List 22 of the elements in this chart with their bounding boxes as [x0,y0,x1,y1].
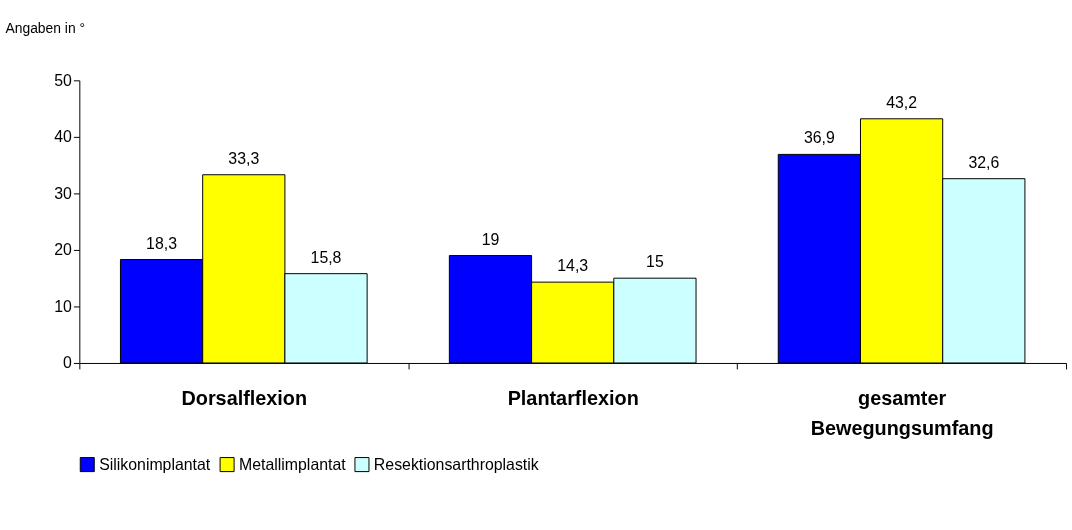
y-tick-label: 0 [63,354,73,372]
data-label: 19 [481,230,500,248]
legend-label: Silikonimplantat [99,455,211,473]
y-tick-label: 40 [54,128,73,146]
y-tick-label: 50 [54,71,73,89]
y-tick-label: 20 [54,241,73,259]
x-tick-label: Plantarflexion [507,387,639,410]
legend-label: Resektionsarthroplastik [373,455,539,473]
data-label: 18,3 [146,234,178,252]
data-label: 43,2 [886,93,918,111]
x-tick-label: Dorsalflexion [181,387,308,410]
data-label: 15 [646,253,664,271]
y-axis-title: Angaben in ° [5,20,86,37]
data-label: 33,3 [228,149,260,167]
data-label: 15,8 [310,248,342,266]
x-tick-label: gesamter Bewegungsumfang [810,387,994,439]
data-label: 36,9 [803,129,835,147]
legend-label: Metallimplantat [238,455,347,473]
y-tick-label: 30 [54,184,73,202]
y-tick-label: 10 [54,297,73,315]
data-label: 14,3 [557,257,589,275]
data-label: 32,6 [968,153,1000,171]
